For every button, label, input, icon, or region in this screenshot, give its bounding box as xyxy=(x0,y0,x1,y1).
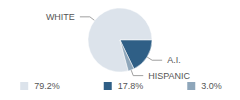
svg-text:HISPANIC: HISPANIC xyxy=(148,71,190,81)
svg-text:3.0%: 3.0% xyxy=(201,81,222,91)
svg-text:A.I.: A.I. xyxy=(167,55,181,65)
svg-text:17.8%: 17.8% xyxy=(118,81,144,91)
svg-text:79.2%: 79.2% xyxy=(34,81,60,91)
svg-text:WHITE: WHITE xyxy=(46,12,75,22)
